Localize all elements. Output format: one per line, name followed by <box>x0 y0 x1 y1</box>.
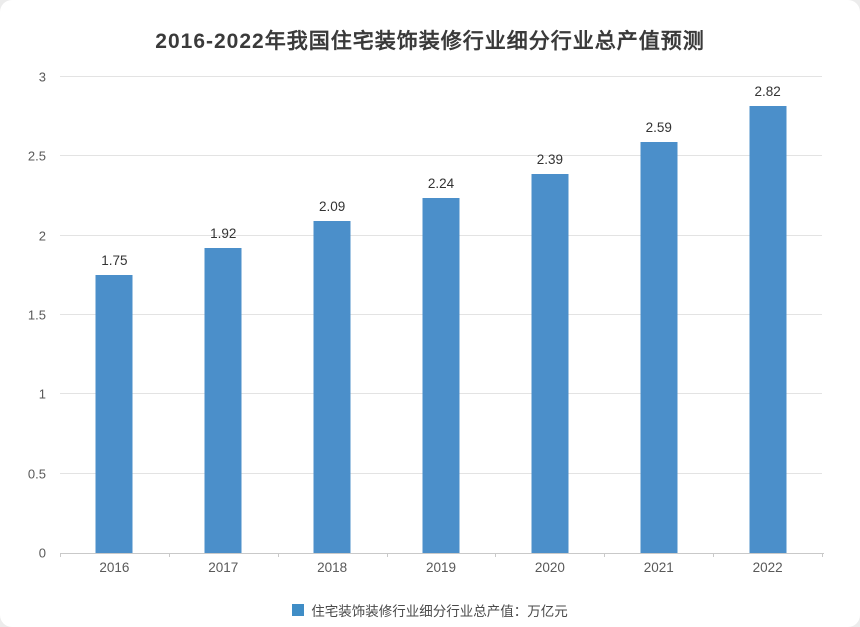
bar-data-label: 2.24 <box>427 175 455 191</box>
x-axis-labels: 2016 2017 2018 2019 2020 2021 2022 <box>60 560 822 575</box>
bar-group: 2.39 <box>495 77 604 553</box>
bar-data-label: 2.09 <box>319 199 346 215</box>
bar-group: 1.75 <box>60 77 169 553</box>
x-axis-tick <box>386 553 388 557</box>
x-axis-line <box>60 553 824 554</box>
bar-data-label: 1.92 <box>210 226 237 242</box>
bar <box>204 248 242 553</box>
bar-data-label: 2.59 <box>645 120 672 136</box>
y-axis-tick-label: 2 <box>38 228 46 244</box>
x-axis-tick <box>495 553 497 557</box>
bar-group: 2.09 <box>278 77 387 553</box>
x-axis-category-label: 2016 <box>99 560 130 575</box>
x-axis-category-label: 2021 <box>643 560 674 575</box>
x-axis-tick <box>604 553 606 557</box>
x-axis-category-label: 2017 <box>208 560 239 575</box>
x-axis-ticks <box>60 553 823 558</box>
x-axis-tick <box>822 553 823 557</box>
bar-group: 2.82 <box>713 77 822 553</box>
legend-label: 住宅装饰装修行业细分行业总产值：万亿元 <box>311 604 568 619</box>
bar-group: 2.24 <box>387 77 496 553</box>
x-axis-tick <box>713 553 715 557</box>
bar <box>313 221 351 553</box>
bar <box>749 105 787 553</box>
x-axis-category-label: 2020 <box>534 560 565 575</box>
plot-area: 1.75 1.92 2.09 2.24 2.39 2.59 2.82 <box>60 76 824 554</box>
chart-title: 2016-2022年我国住宅装饰装修行业细分行业总产值预测 <box>155 30 705 53</box>
gridline <box>60 155 822 157</box>
legend: 住宅装饰装修行业细分行业总产值：万亿元 <box>0 600 860 620</box>
legend-marker-icon <box>292 604 305 616</box>
x-axis-tick <box>277 553 279 557</box>
y-axis-tick-label: 0.5 <box>27 466 46 482</box>
bar <box>531 173 569 553</box>
bar-group: 2.59 <box>604 77 713 553</box>
bar-data-label: 1.75 <box>101 253 128 269</box>
bar-groups: 1.75 1.92 2.09 2.24 2.39 2.59 2.82 <box>60 77 822 553</box>
y-axis-tick-label: 3 <box>38 69 46 85</box>
x-axis-tick <box>168 553 170 557</box>
bar <box>640 142 678 553</box>
bar-data-label: 2.39 <box>536 151 563 167</box>
y-axis-tick-label: 1 <box>38 386 46 402</box>
y-axis-tick-label: 0 <box>38 545 46 561</box>
x-axis-tick <box>60 553 61 557</box>
bar-data-label: 2.82 <box>754 83 781 99</box>
gridline <box>60 76 822 77</box>
bar-group: 1.92 <box>169 77 278 553</box>
bar <box>422 197 460 553</box>
y-axis-labels: 0 0.5 1 1.5 2 2.5 3 <box>0 71 52 560</box>
bar <box>95 275 133 553</box>
y-axis-tick-label: 2.5 <box>27 148 46 164</box>
x-axis-category-label: 2018 <box>317 560 348 575</box>
y-axis-tick-label: 1.5 <box>27 307 46 323</box>
x-axis-category-label: 2022 <box>752 560 783 575</box>
x-axis-category-label: 2019 <box>425 560 457 575</box>
